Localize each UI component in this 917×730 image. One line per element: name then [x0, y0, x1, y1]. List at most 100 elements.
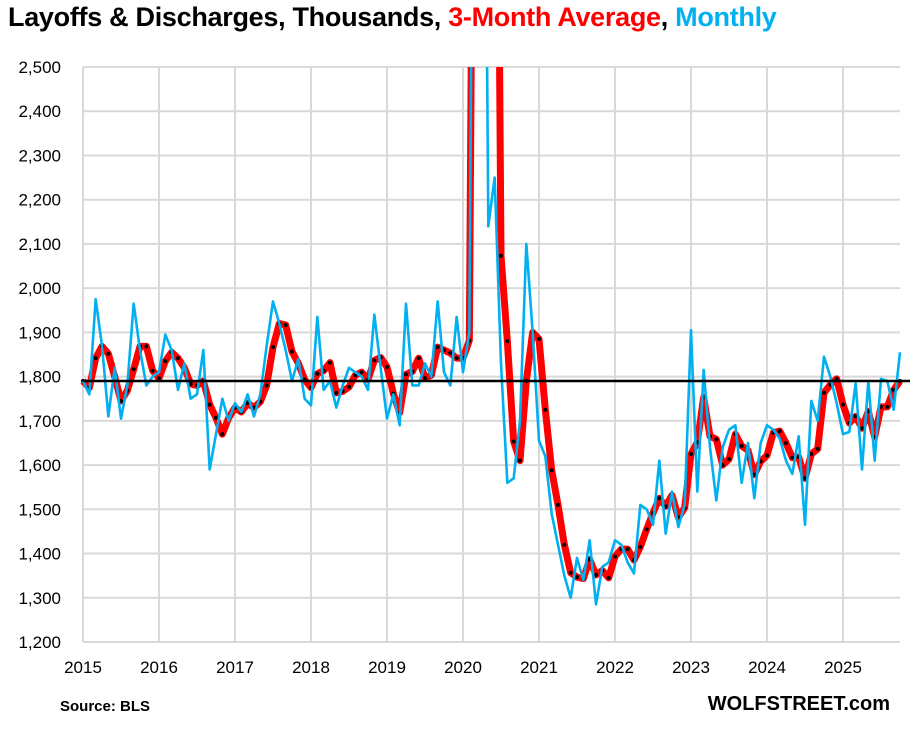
avg-data-point	[765, 453, 769, 458]
avg-data-point	[518, 458, 522, 463]
avg-data-point	[511, 439, 516, 444]
avg-data-point	[885, 404, 890, 409]
avg-data-point	[644, 527, 649, 532]
avg-data-point	[752, 472, 757, 477]
x-tick-label: 2020	[444, 658, 482, 677]
y-tick-label: 1,400	[18, 545, 61, 564]
avg-data-point	[790, 455, 795, 460]
x-tick-label: 2023	[672, 658, 710, 677]
avg-data-point	[106, 351, 111, 356]
series-line-monthly	[81, 67, 902, 606]
avg-data-point	[334, 390, 339, 395]
avg-data-point	[841, 402, 845, 407]
avg-data-point	[860, 426, 864, 431]
avg-data-point	[657, 496, 662, 501]
title-part-avg: 3-Month Average	[448, 2, 661, 32]
avg-data-point	[568, 570, 573, 575]
avg-data-point	[372, 358, 377, 363]
avg-data-point	[853, 414, 858, 419]
x-tick-label: 2022	[596, 658, 634, 677]
x-tick-label: 2021	[520, 658, 558, 677]
y-tick-label: 1,300	[18, 589, 61, 608]
avg-data-point	[727, 457, 731, 462]
x-tick-label: 2017	[216, 658, 254, 677]
x-tick-label: 2019	[368, 658, 406, 677]
avg-data-point	[264, 383, 269, 388]
avg-data-point	[283, 323, 288, 328]
avg-data-point	[176, 356, 180, 361]
avg-data-point	[290, 349, 294, 354]
avg-data-point	[784, 440, 788, 445]
avg-data-point	[809, 452, 814, 457]
avg-data-point	[315, 371, 320, 376]
avg-data-point	[689, 452, 693, 457]
avg-data-point	[562, 542, 567, 547]
avg-data-point	[803, 476, 807, 481]
avg-data-point	[416, 356, 421, 361]
y-tick-label: 2,100	[18, 235, 61, 254]
avg-data-point	[435, 345, 440, 350]
avg-data-point	[448, 351, 453, 356]
y-tick-label: 1,800	[18, 368, 61, 387]
y-tick-label: 1,200	[18, 633, 61, 652]
avg-data-point	[625, 547, 630, 552]
y-tick-label: 2,300	[18, 146, 61, 165]
source-note: Source: BLS	[60, 698, 151, 715]
title-part: ,	[660, 2, 676, 32]
y-tick-label: 1,900	[18, 323, 61, 342]
avg-data-point	[188, 381, 193, 386]
avg-data-point	[638, 544, 643, 549]
avg-data-point	[359, 370, 364, 375]
avg-data-point	[131, 367, 136, 372]
x-tick-label: 2025	[824, 658, 862, 677]
avg-data-point	[613, 554, 617, 559]
avg-data-point	[163, 359, 168, 364]
avg-data-point	[594, 572, 598, 577]
y-tick-label: 2,500	[18, 58, 61, 77]
avg-data-point	[214, 415, 218, 420]
y-tick-label: 2,000	[18, 279, 61, 298]
avg-data-point	[347, 384, 351, 389]
x-tick-label: 2018	[292, 658, 330, 677]
plot-area	[80, 67, 903, 606]
y-tick-label: 1,700	[18, 412, 61, 431]
avg-data-point	[606, 575, 611, 580]
avg-data-point	[328, 360, 332, 365]
avg-data-point	[157, 376, 161, 381]
avg-data-point	[150, 368, 155, 373]
avg-data-point	[537, 337, 541, 342]
series-line-3-month-average	[80, 67, 903, 583]
avg-data-point	[575, 575, 579, 580]
avg-data-point	[454, 356, 459, 361]
y-tick-label: 1,500	[18, 500, 61, 519]
y-tick-label: 2,400	[18, 102, 61, 121]
x-tick-label: 2024	[748, 658, 786, 677]
avg-data-point	[739, 443, 744, 448]
title-part: Layoffs & Discharges, Thousands,	[8, 2, 449, 32]
avg-data-point	[777, 429, 782, 434]
avg-data-point	[499, 253, 503, 258]
avg-data-point	[144, 344, 149, 349]
avg-data-point	[556, 502, 560, 507]
y-tick-label: 1,600	[18, 456, 61, 475]
avg-data-point	[220, 432, 225, 437]
avg-data-point	[271, 345, 275, 350]
avg-data-point	[385, 365, 389, 370]
chart-title: Layoffs & Discharges, Thousands, 3-Month…	[8, 2, 777, 33]
brand-label: WOLFSTREET.com	[707, 693, 890, 715]
avg-data-point	[815, 446, 820, 451]
avg-data-point	[714, 437, 719, 442]
avg-data-point	[93, 356, 98, 361]
avg-data-point	[543, 407, 548, 412]
y-tick-label: 2,200	[18, 191, 61, 210]
x-tick-label: 2016	[140, 658, 178, 677]
avg-data-point	[423, 376, 427, 381]
x-tick-label: 2015	[64, 658, 102, 677]
title-part-monthly: Monthly	[675, 2, 777, 32]
avg-data-point	[505, 339, 510, 344]
avg-data-point	[207, 402, 212, 407]
avg-data-point	[549, 468, 554, 473]
avg-data-point	[404, 372, 408, 377]
